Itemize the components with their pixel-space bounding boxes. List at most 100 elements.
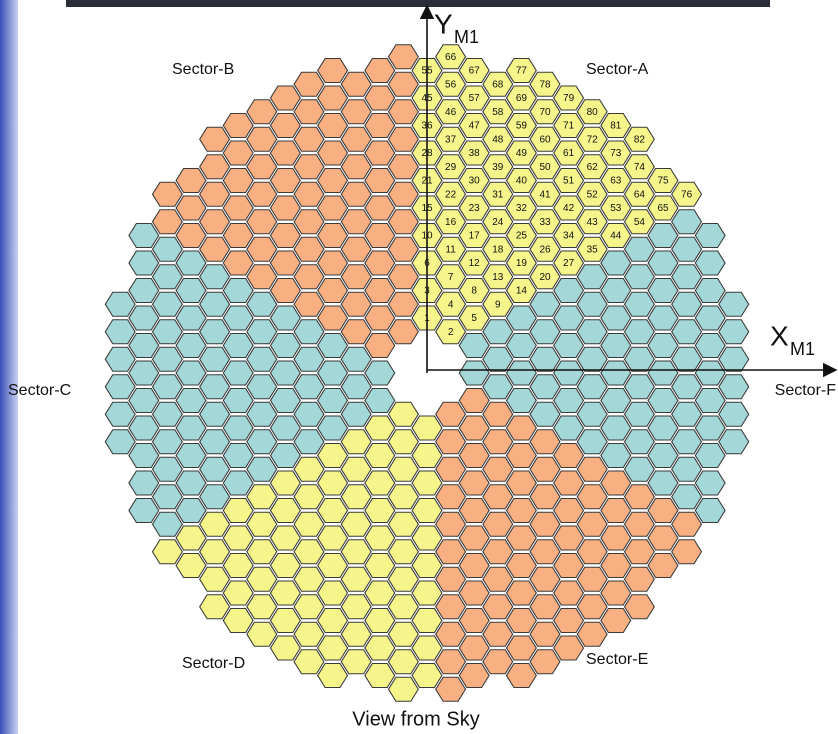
mirror-segment [128, 277, 160, 304]
mirror-segment [246, 429, 278, 455]
mirror-segment [246, 374, 278, 400]
mirror-segment [364, 635, 396, 661]
caption: View from Sky [352, 708, 479, 730]
mirror-segment [387, 484, 419, 510]
mirror-segment [246, 154, 278, 180]
mirror-segment [623, 566, 655, 592]
mirror-segment [576, 621, 608, 647]
mirror-segment [246, 264, 278, 290]
mirror-segment [458, 387, 490, 414]
mirror-segment [600, 580, 632, 606]
mirror-segment [435, 264, 467, 290]
mirror-segment [482, 264, 514, 290]
mirror-segment [222, 525, 254, 551]
segment-number: 35 [587, 244, 599, 255]
mirror-segment [387, 181, 419, 207]
mirror-segment [671, 511, 703, 537]
mirror-segment [600, 250, 632, 276]
mirror-segment [293, 621, 325, 647]
mirror-segment [623, 209, 655, 235]
mirror-segment [600, 497, 632, 524]
mirror-segment [482, 456, 514, 482]
mirror-segment [151, 429, 183, 455]
mirror-segment [199, 319, 231, 345]
mirror-segment [600, 305, 632, 331]
mirror-segment [576, 456, 608, 482]
mirror-segment [246, 209, 278, 235]
mirror-segment [199, 291, 231, 317]
mirror-segment [482, 484, 514, 510]
mirror-segment [694, 222, 726, 249]
mirror-segment [505, 442, 537, 469]
mirror-segment [435, 621, 467, 647]
mirror-segment [576, 566, 608, 592]
mirror-segment [505, 57, 537, 84]
mirror-segment [576, 346, 608, 372]
mirror-segment [458, 470, 490, 496]
mirror-segment [435, 401, 467, 427]
segment-number: 79 [563, 93, 575, 104]
mirror-segment [435, 594, 467, 620]
mirror-segment [269, 497, 301, 524]
mirror-segment [482, 291, 514, 317]
mirror-segment [222, 607, 254, 634]
mirror-segment [482, 71, 514, 97]
mirror-segment [671, 374, 703, 400]
mirror-segment [151, 539, 183, 565]
mirror-segment [199, 236, 231, 262]
mirror-segment [128, 387, 160, 414]
mirror-segment [364, 662, 396, 689]
mirror-segment [222, 580, 254, 606]
segment-number: 50 [539, 162, 551, 173]
mirror-segment [175, 332, 207, 359]
mirror-segment [553, 470, 585, 496]
mirror-segment [553, 635, 585, 661]
mirror-segment [411, 442, 443, 469]
mirror-segment [340, 484, 372, 510]
mirror-segment [293, 346, 325, 372]
mirror-segment [600, 442, 632, 469]
mirror-segment [387, 99, 419, 125]
mirror-segment [246, 566, 278, 592]
segment-number: 62 [587, 162, 599, 173]
mirror-segment [293, 511, 325, 537]
mirror-segment [411, 497, 443, 524]
segment-number: 40 [516, 176, 528, 187]
segment-number: 71 [563, 121, 575, 132]
segment-number: 5 [471, 313, 477, 324]
mirror-segment [529, 209, 561, 235]
mirror-segment [529, 621, 561, 647]
segment-number: 20 [539, 272, 551, 283]
mirror-segment [317, 250, 349, 276]
mirror-segment [576, 511, 608, 537]
mirror-segment [505, 470, 537, 496]
mirror-segment [199, 484, 231, 510]
mirror-segment [671, 319, 703, 345]
mirror-segment [647, 387, 679, 414]
mirror-segment [482, 374, 514, 400]
mirror-segment [623, 511, 655, 537]
mirror-segment [340, 566, 372, 592]
mirror-segment [364, 250, 396, 276]
mirror-segment [529, 566, 561, 592]
mirror-segment [411, 580, 443, 606]
mirror-segment [222, 497, 254, 524]
segment-number: 54 [634, 217, 646, 228]
mirror-segment [222, 277, 254, 304]
mirror-segment [411, 662, 443, 689]
mirror-segment [387, 236, 419, 262]
mirror-segment [222, 360, 254, 386]
segment-number: 56 [445, 79, 457, 90]
mirror-segment [576, 429, 608, 455]
segment-number: 43 [587, 217, 599, 228]
mirror-segment [647, 552, 679, 579]
mirror-segment [482, 649, 514, 675]
mirror-segment [151, 401, 183, 427]
mirror-segment [529, 429, 561, 455]
mirror-segment [718, 374, 750, 400]
mirror-segment [340, 594, 372, 620]
mirror-segment [222, 195, 254, 221]
mirror-segment [435, 649, 467, 675]
mirror-segment [387, 209, 419, 235]
mirror-segment [435, 566, 467, 592]
